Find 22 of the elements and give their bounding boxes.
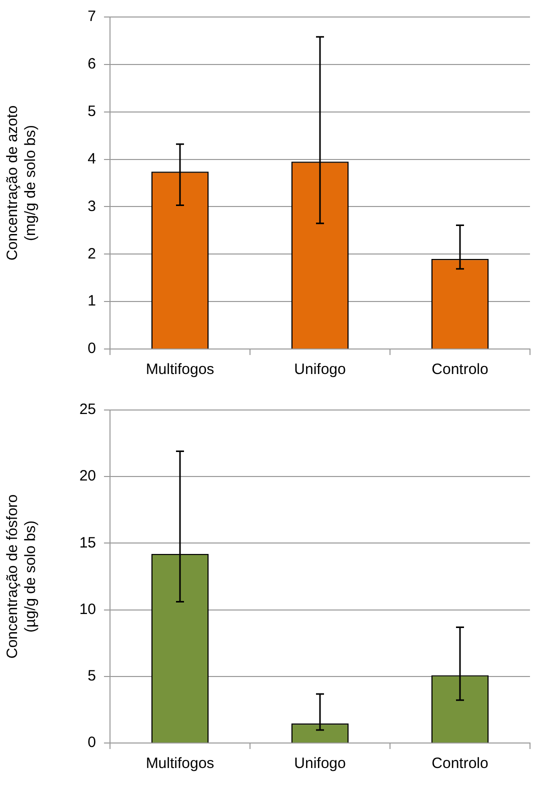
- y-tick-label: 20: [79, 468, 96, 485]
- x-tick-label: Unifogo: [294, 361, 346, 378]
- y-axis-title: Concentração de fósforo (µg/g de solo bs): [4, 494, 40, 659]
- x-tick-label: Controlo: [432, 755, 488, 772]
- y-tick-label: 10: [79, 600, 96, 618]
- y-tick-label: 6: [88, 56, 96, 73]
- y-axis-title: Concentração de azoto (mg/g de solo bs): [4, 105, 40, 261]
- x-tick-label: Unifogo: [294, 755, 346, 772]
- y-tick-label: 0: [88, 734, 96, 752]
- y-tick-label: 0: [88, 340, 96, 358]
- y-tick-label: 1: [88, 292, 96, 310]
- y-tick-label: 3: [88, 198, 96, 215]
- y-tick-label: 5: [88, 668, 96, 685]
- y-tick-label: 25: [79, 401, 96, 418]
- y-tick-label: 2: [88, 245, 96, 262]
- y-tick-label: 4: [88, 150, 96, 168]
- x-tick-label: Multifogos: [146, 755, 214, 772]
- x-tick-label: Controlo: [432, 361, 488, 378]
- y-tick-label: 15: [79, 534, 96, 552]
- x-tick-label: Multifogos: [146, 361, 214, 378]
- y-tick-label: 5: [88, 103, 96, 120]
- y-tick-label: 7: [88, 8, 96, 26]
